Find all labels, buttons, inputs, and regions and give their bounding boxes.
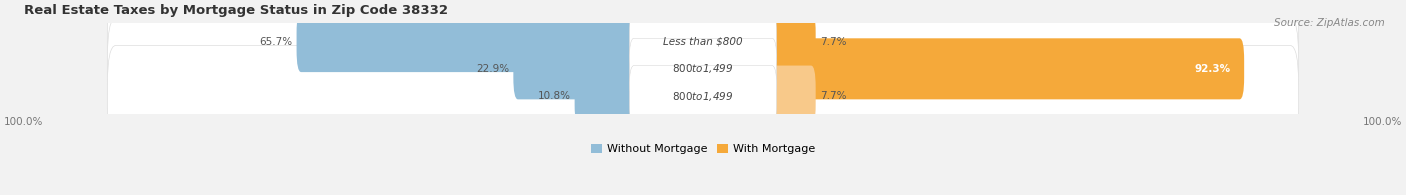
FancyBboxPatch shape [297, 11, 638, 72]
Legend: Without Mortgage, With Mortgage: Without Mortgage, With Mortgage [586, 139, 820, 159]
Text: 7.7%: 7.7% [820, 37, 846, 47]
Text: 65.7%: 65.7% [260, 37, 292, 47]
FancyBboxPatch shape [107, 0, 1299, 92]
FancyBboxPatch shape [575, 66, 638, 127]
Text: 92.3%: 92.3% [1195, 64, 1230, 74]
FancyBboxPatch shape [630, 11, 776, 72]
Text: $800 to $1,499: $800 to $1,499 [672, 62, 734, 75]
Text: Source: ZipAtlas.com: Source: ZipAtlas.com [1274, 18, 1385, 27]
Text: Less than $800: Less than $800 [664, 37, 742, 47]
FancyBboxPatch shape [768, 38, 1244, 99]
FancyBboxPatch shape [768, 11, 815, 72]
FancyBboxPatch shape [630, 38, 776, 99]
FancyBboxPatch shape [513, 38, 638, 99]
FancyBboxPatch shape [107, 45, 1299, 147]
FancyBboxPatch shape [768, 66, 815, 127]
Text: $800 to $1,499: $800 to $1,499 [672, 90, 734, 103]
Text: 22.9%: 22.9% [477, 64, 509, 74]
Text: Real Estate Taxes by Mortgage Status in Zip Code 38332: Real Estate Taxes by Mortgage Status in … [24, 4, 449, 17]
Text: 10.8%: 10.8% [537, 91, 571, 101]
Text: 7.7%: 7.7% [820, 91, 846, 101]
FancyBboxPatch shape [107, 18, 1299, 120]
FancyBboxPatch shape [630, 66, 776, 127]
